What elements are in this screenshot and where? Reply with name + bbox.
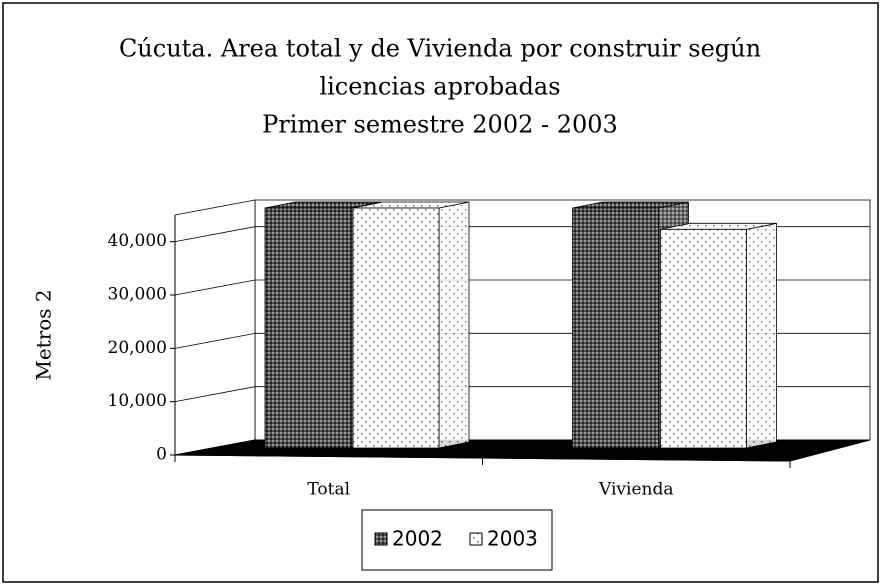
y-tick-label: 30,000: [108, 285, 167, 305]
chart-title: licencias aprobadas: [319, 73, 560, 101]
y-tick-label: 40,000: [108, 231, 167, 251]
grid-line: [174, 279, 256, 296]
legend-box: [361, 509, 553, 571]
legend-label: 2002: [392, 527, 443, 551]
grid-line: [174, 226, 256, 243]
grid-line: [174, 332, 256, 349]
bar: [572, 207, 659, 449]
grid-line: [174, 386, 256, 403]
legend-swatch: [469, 532, 483, 546]
bar-side: [438, 201, 470, 449]
y-tick-label: 10,000: [108, 391, 167, 411]
y-tick-label: 0: [156, 445, 167, 465]
y-axis-label: Metros 2: [32, 289, 56, 380]
side-wall: [174, 199, 256, 456]
bar: [352, 207, 440, 449]
legend-swatch: [374, 532, 388, 546]
y-tick-label: 20,000: [108, 338, 167, 358]
bar: [264, 207, 352, 449]
legend-label: 2003: [487, 527, 538, 551]
chart-title: Cúcuta. Area total y de Vivienda por con…: [119, 35, 761, 63]
bar-side: [746, 222, 777, 449]
x-tick-label: Vivienda: [598, 480, 673, 500]
x-tick-label: Total: [307, 480, 350, 500]
chart-title: Primer semestre 2002 - 2003: [262, 111, 618, 139]
bar: [660, 228, 747, 449]
